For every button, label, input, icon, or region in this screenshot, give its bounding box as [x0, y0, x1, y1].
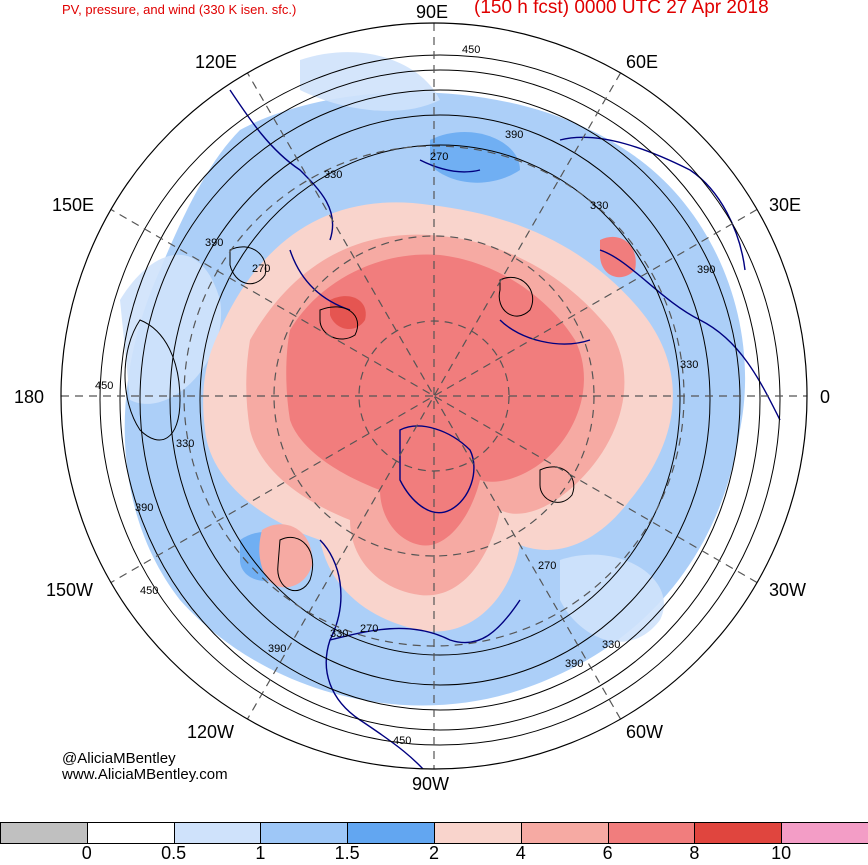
contour-label: 390: [565, 658, 583, 670]
lon-label-60w: 60W: [626, 722, 664, 742]
contour-label: 450: [462, 44, 480, 56]
graticule: [61, 23, 807, 769]
lon-label-120w: 120W: [187, 722, 235, 742]
colorbar-tick-label: 1.5: [334, 843, 360, 863]
contour-labels: 450 390 270 330 330 390 390 270 330 450 …: [95, 44, 715, 747]
map-title-right: (150 h fcst) 0000 UTC 27 Apr 2018: [474, 0, 769, 18]
contour-label: 330: [590, 200, 608, 212]
contour-label: 270: [430, 151, 448, 163]
contour-label: 270: [538, 560, 556, 572]
colorbar-segment: [607, 822, 696, 844]
lon-label-30e: 30E: [769, 195, 802, 215]
lon-label-120e: 120E: [195, 52, 238, 72]
colorbar-tick-label: 1: [255, 843, 266, 863]
contour-label: 450: [140, 585, 158, 597]
lon-label-0: 0: [820, 387, 831, 407]
lon-label-90w: 90W: [412, 774, 450, 794]
colorbar-tick-label: 2: [428, 843, 440, 863]
colorbar-segment: [347, 822, 435, 844]
contour-label: 330: [602, 639, 620, 651]
lon-label-150e: 150E: [52, 195, 95, 215]
credit-handle: @AliciaMBentley: [62, 750, 176, 767]
colorbar-segment: [260, 822, 349, 844]
contour-label: 390: [697, 264, 715, 276]
pressure-contours: [99, 54, 781, 746]
colorbar-tick-label: 8: [689, 843, 700, 863]
contour-label: 270: [252, 263, 270, 275]
colorbar-tick-label: 4: [515, 843, 526, 863]
contour-label: 330: [176, 438, 194, 450]
colorbar-segment: [173, 822, 262, 844]
lon-label-180: 180: [14, 387, 45, 407]
lon-label-90e: 90E: [416, 2, 449, 22]
lon-label-30w: 30W: [769, 580, 807, 600]
colorbar-tick-label: 6: [602, 843, 613, 863]
contour-label: 390: [205, 237, 223, 249]
map-title-left: PV, pressure, and wind (330 K isen. sfc.…: [62, 2, 297, 17]
contour-label: 330: [680, 359, 698, 371]
credit-website: www.AliciaMBentley.com: [62, 766, 228, 783]
colorbar-segment: [86, 822, 175, 844]
colorbar-segment: [433, 822, 522, 844]
lon-label-150w: 150W: [46, 580, 94, 600]
contour-label: 390: [135, 502, 153, 514]
contour-label: 390: [268, 643, 286, 655]
polar-stereographic-map: 450 390 270 330 330 390 390 270 330 450 …: [60, 22, 808, 770]
colorbar-tick-label: 0: [81, 843, 92, 863]
contour-label: 330: [330, 628, 348, 640]
lon-label-60e: 60E: [626, 52, 659, 72]
colorbar: [0, 822, 868, 844]
colorbar-tick-label: 10: [771, 843, 792, 863]
contour-label: 390: [505, 129, 523, 141]
contour-label: 330: [324, 169, 342, 181]
colorbar-tick-label: 0.5: [161, 843, 187, 863]
colorbar-segment: [694, 822, 783, 844]
colorbar-segment: [781, 822, 868, 844]
contour-label: 270: [360, 623, 378, 635]
colorbar-segment: [0, 822, 88, 844]
colorbar-segment: [520, 822, 609, 844]
contour-label: 450: [393, 735, 411, 747]
contour-label: 450: [95, 380, 113, 392]
map-boundary: [60, 22, 808, 770]
